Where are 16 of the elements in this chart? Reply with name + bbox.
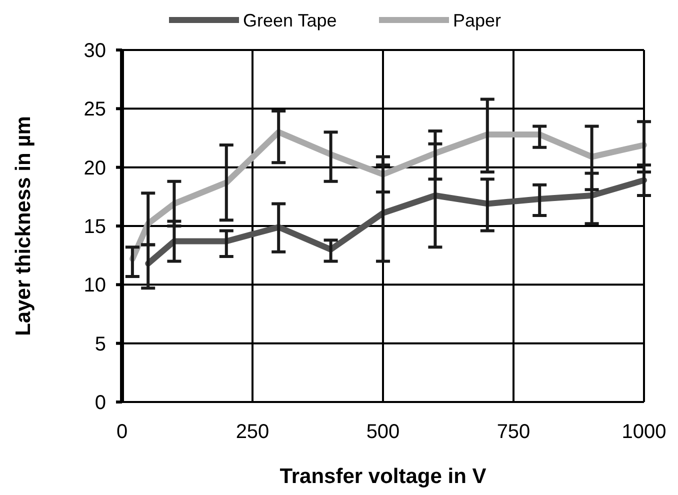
x-tick-label: 1000 [622, 421, 666, 443]
y-tick-label: 10 [84, 274, 106, 297]
x-tick-label: 0 [116, 421, 128, 443]
x-tick-label: 750 [496, 421, 530, 443]
x-axis-title: Transfer voltage in V [280, 465, 486, 488]
y-tick-label: 20 [84, 157, 106, 180]
y-tick-label: 30 [84, 40, 106, 62]
y-tick-label: 15 [84, 216, 106, 238]
legend-label: Green Tape [243, 10, 337, 30]
y-axis-title: Layer thickness in µm [12, 116, 35, 336]
legend-label: Paper [453, 10, 502, 30]
x-tick-label: 500 [366, 421, 400, 443]
y-tick-label: 25 [84, 98, 106, 121]
x-tick-label: 250 [236, 421, 270, 443]
y-tick-label: 5 [94, 333, 106, 356]
y-tick-label: 0 [94, 392, 106, 414]
